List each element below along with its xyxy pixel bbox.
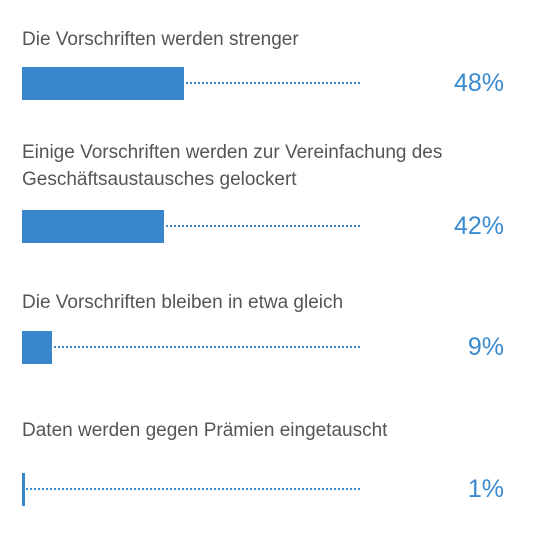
category-label: Einige Vorschriften werden zur Vereinfac… <box>22 142 443 190</box>
bar <box>22 331 52 364</box>
bar-track <box>22 473 360 506</box>
dotted-track-line <box>22 488 360 490</box>
bar-track <box>22 67 360 100</box>
value-label: 42% <box>453 212 504 240</box>
dotted-track-line <box>22 346 360 348</box>
bar-track <box>22 210 360 243</box>
category-label: Die Vorschriften bleiben in etwa gleich <box>22 292 344 313</box>
dotted-track-line <box>22 82 360 84</box>
bar <box>22 473 25 506</box>
dotted-track-line <box>22 225 360 227</box>
category-label: Die Vorschriften werden strenger <box>22 29 299 50</box>
category-label: Daten werden gegen Prämien eingetauscht <box>22 420 388 441</box>
bar <box>22 210 164 243</box>
bar-track <box>22 331 360 364</box>
value-label: 48% <box>453 69 504 97</box>
value-label: 9% <box>467 333 504 361</box>
value-label: 1% <box>467 475 504 503</box>
bar <box>22 67 184 100</box>
